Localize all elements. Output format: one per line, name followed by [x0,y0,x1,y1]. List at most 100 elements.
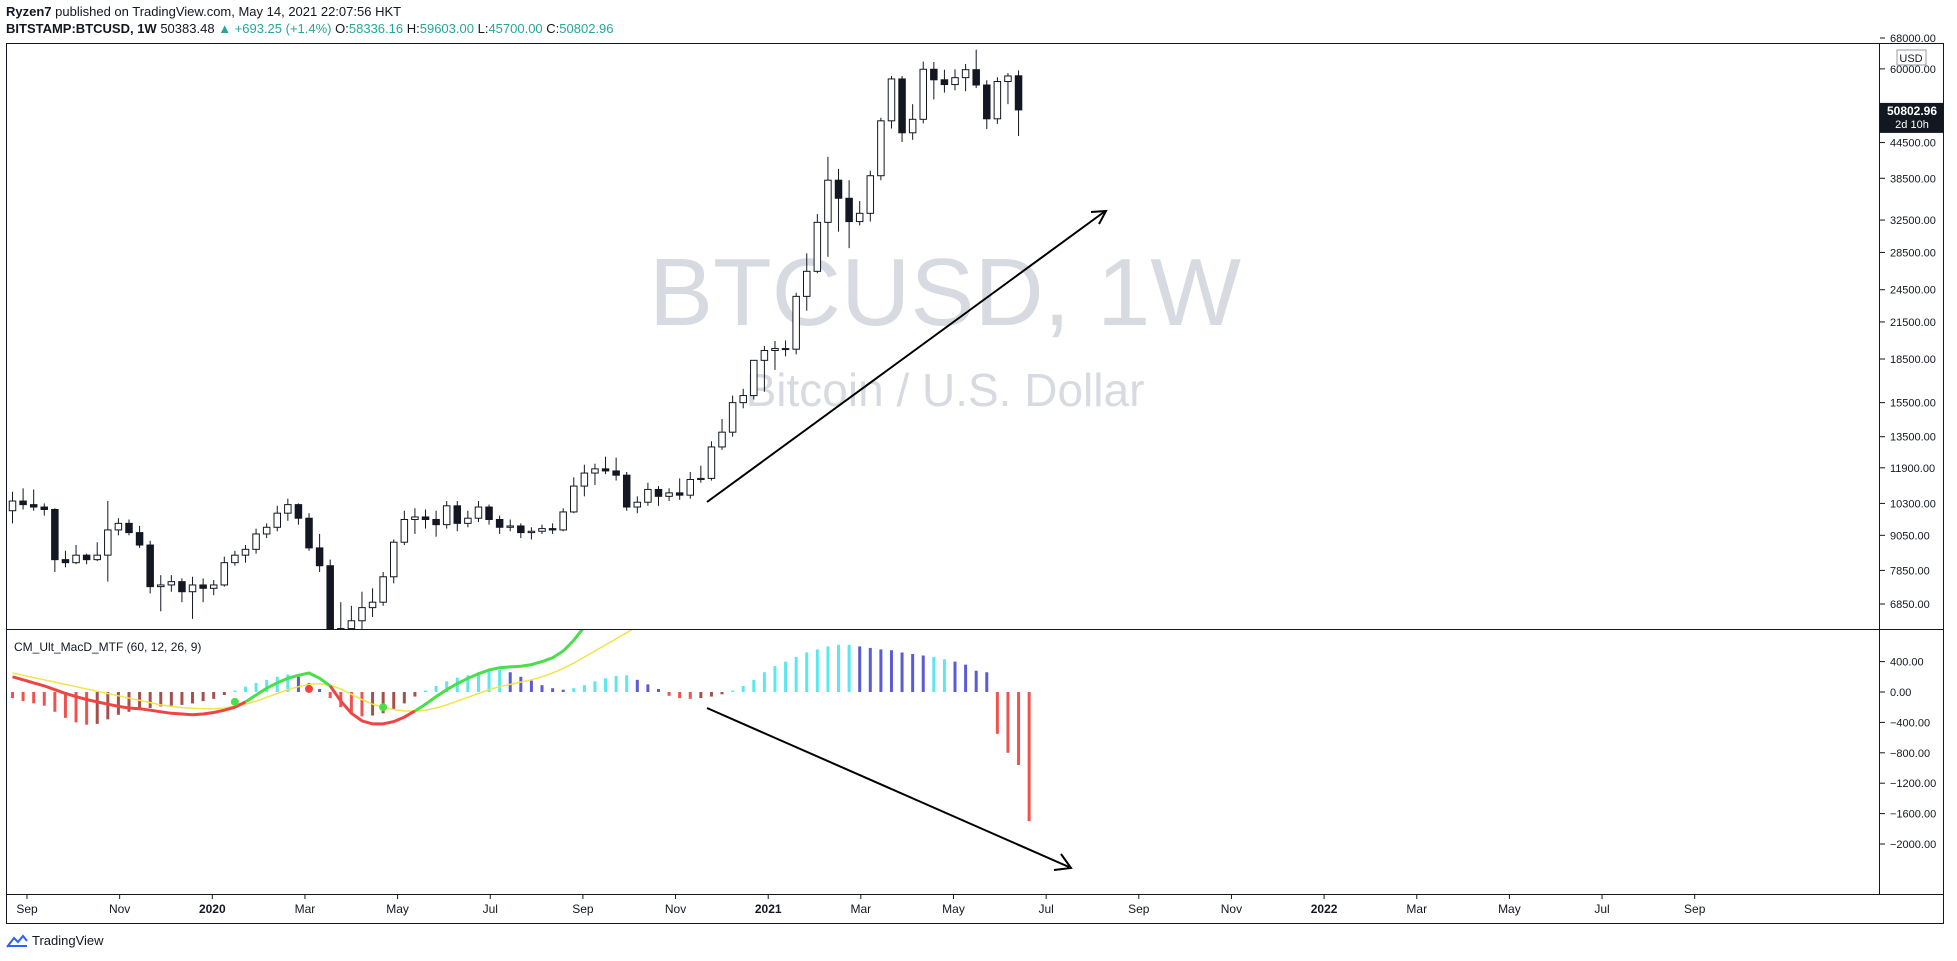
change-label: ▲ +693.25 (+1.4%) [218,21,332,36]
histogram-bar [63,692,67,718]
publish-info: Ryzen7 published on TradingView.com, May… [6,4,401,19]
histogram-bar [678,692,682,699]
histogram-bar [180,692,184,705]
candle-body [570,485,578,513]
candle-body [845,197,853,223]
macd-line [244,671,332,704]
histogram-bar [11,692,14,699]
price-tick-label: 18500.00 [1890,354,1936,366]
candle-body [813,221,822,272]
candle-body [1014,75,1023,111]
candle-body [464,517,472,524]
footer-brand[interactable]: TradingView [6,933,104,948]
close-value: 50802.96 [559,21,614,36]
candle-body [951,77,959,86]
histogram-bar [286,674,290,692]
price-axis[interactable]: 68000.00 60000.00 44500.00 38500.00 32500.00… [1880,33,1936,611]
candle-body [580,472,589,487]
histogram-bar [1006,692,1010,753]
indicator-pane [11,407,1031,822]
candle-body [665,492,673,497]
time-tick-label: 2021 [755,902,782,916]
time-tick-label: Mar [851,902,872,916]
candle-body [19,500,27,506]
histogram-bar [720,692,724,695]
macd-line [997,407,1029,517]
histogram-bar [413,692,417,697]
price-tick-label: 28500.00 [1890,247,1936,259]
time-tick-label: Mar [1406,902,1427,916]
candle-body [612,470,620,476]
histogram-bar [296,676,300,692]
histogram-bar [805,652,809,692]
candle-body [347,620,356,629]
histogram-bar [741,685,745,692]
candle-body [146,544,154,588]
indicator-axis[interactable]: 400.00 0.00 −400.00 −800.00 −1200.00 −1600.00… [1880,657,1936,851]
histogram-bar [847,644,851,692]
histogram-bar [614,676,618,692]
candle-body [199,584,207,589]
candle-body [61,559,70,564]
legend-row: BITSTAMP:BTCUSD, 1W 50383.48 ▲ +693.25 (… [6,21,614,36]
histogram-bar [85,692,89,725]
histogram-bar [815,649,819,692]
time-tick-label: 2022 [1311,902,1338,916]
candle-body [803,270,811,297]
histogram-bar [773,666,777,692]
histogram-bar [212,692,216,699]
candle-body [305,517,313,549]
histogram-bar [540,685,544,692]
cross-marker [230,697,239,706]
candle-body [728,402,737,433]
publish-text: published on TradingView.com, May 14, 20… [55,4,402,19]
histogram-bar [837,644,841,692]
candle-body [188,584,197,593]
time-axis[interactable]: Sep Nov 2020 Mar May Jul Sep Nov 2021 Mar May Jul Se… [16,894,1706,916]
candle-body [358,607,366,622]
histogram-bar [593,681,597,692]
low-value: 45700.00 [488,21,543,36]
price-tick-label: 38500.00 [1890,173,1936,185]
macd-line [414,630,584,713]
histogram-bar [625,675,629,692]
indicator-tick-label: 0.00 [1890,687,1911,699]
candle-body [432,518,440,526]
candle-body [601,468,610,472]
candle-body [453,505,462,524]
macd-histogram [11,644,1031,822]
candle-body [252,533,260,550]
candle-body [559,511,567,531]
histogram-bar [148,692,152,708]
time-tick-label: Sep [572,902,594,916]
trend-arrow-down[interactable] [706,707,1073,871]
publisher-name[interactable]: Ryzen7 [6,4,52,19]
candle-body [379,576,387,603]
indicator-tick-label: −400.00 [1890,717,1930,729]
candle-body [654,488,663,497]
chart-frame [6,43,1944,924]
symbol-label[interactable]: BITSTAMP:BTCUSD, 1W [6,21,157,36]
candle-body [368,601,377,609]
histogram-bar [889,650,893,692]
indicator-label[interactable]: CM_Ult_MacD_MTF (60, 12, 26, 9) [14,640,201,654]
histogram-bar [762,672,766,692]
histogram-bar [752,679,756,692]
trend-arrow-up[interactable] [706,209,1108,503]
indicator-tick-label: −2000.00 [1890,839,1936,851]
candle-body [739,395,747,404]
candle-body [548,528,557,531]
histogram-bar [328,692,332,699]
candle-body [411,516,419,520]
candle-body [538,528,546,532]
histogram-bar [582,685,586,692]
last-price-value: 50802.96 [1887,104,1937,118]
candle-body [686,478,695,496]
histogram-bar [116,692,120,715]
histogram-bar [953,661,957,692]
histogram-bar [254,682,258,692]
histogram-bar [635,679,639,692]
histogram-bar [974,670,978,692]
candle-body [114,522,123,531]
